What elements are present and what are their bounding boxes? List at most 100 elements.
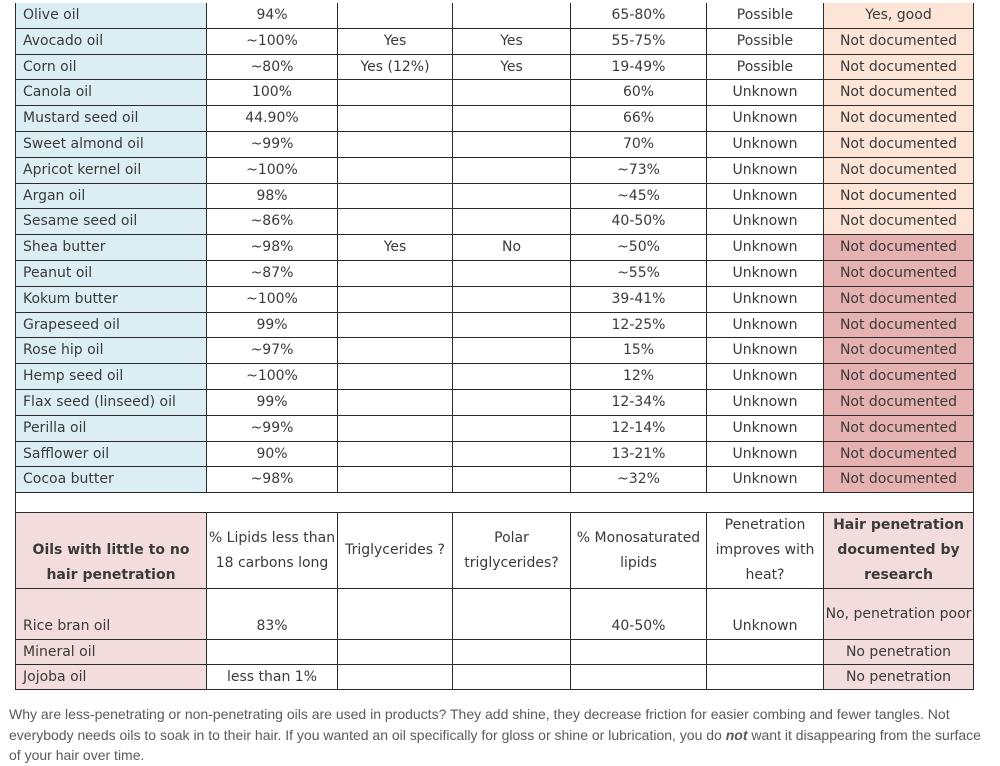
table-row: Sweet almond oil ~99% 70% Unknown Not docume…	[15, 130, 974, 158]
explanatory-note: Why are less-penetrating or non-penetrat…	[9, 704, 984, 766]
triglycerides-cell	[337, 664, 453, 691]
documented-cell: No penetration	[823, 664, 974, 691]
heat-cell: Unknown	[706, 388, 824, 416]
lipids-cell: 94%	[206, 3, 338, 29]
oil-name-cell: Corn oil	[15, 53, 207, 81]
heat-cell: Unknown	[706, 337, 824, 365]
oil-name-cell: Kokum butter	[15, 285, 207, 313]
monosaturated-cell: 40-50%	[570, 588, 707, 641]
table-row: Apricot kernel oil ~100% ~73% Unknown Not do…	[15, 156, 974, 184]
table-row: Shea butter ~98% Yes No ~50% Unknown Not docum…	[15, 234, 974, 261]
table-row: Grapeseed oil 99% 12-25% Unknown Not documen…	[15, 311, 974, 339]
oil-name-cell: Rice bran oil	[15, 588, 207, 641]
spacer-cell	[15, 492, 974, 514]
documented-cell: Not documented	[823, 311, 974, 339]
documented-cell: Not documented	[823, 337, 974, 365]
polar-cell	[452, 130, 571, 158]
heat-cell: Unknown	[706, 440, 824, 468]
documented-cell: Not documented	[823, 414, 974, 442]
triglycerides-cell	[337, 182, 453, 210]
monosaturated-cell: 12-25%	[570, 311, 707, 339]
triglycerides-cell: Yes	[337, 234, 453, 261]
oil-name-cell: Perilla oil	[15, 414, 207, 442]
polar-cell	[452, 588, 571, 641]
polar-cell	[452, 664, 571, 691]
low-penetration-header-row: Oils with little to no hair penetration …	[15, 512, 974, 590]
oil-name-cell: Apricot kernel oil	[15, 156, 207, 184]
table-row: Safflower oil 90% 13-21% Unknown Not documen…	[15, 440, 974, 468]
oil-comparison-table-region: Olive oil 94% 65-80% Possible Yes, good Avoca…	[15, 3, 974, 691]
lipids-cell: ~100%	[206, 156, 338, 184]
polar-cell: Yes	[452, 27, 571, 55]
triglycerides-cell	[337, 337, 453, 365]
triglycerides-cell	[337, 3, 453, 29]
triglycerides-cell	[337, 388, 453, 416]
monosaturated-cell: ~45%	[570, 182, 707, 210]
triglycerides-cell	[337, 588, 453, 641]
table-row: Mustard seed oil 44.90% 66% Unknown Not docu…	[15, 105, 974, 132]
triglycerides-cell	[337, 440, 453, 468]
polar-cell	[452, 363, 571, 390]
lipids-cell: ~80%	[206, 53, 338, 81]
polar-cell	[452, 79, 571, 107]
lipids-cell: ~98%	[206, 234, 338, 261]
polar-cell	[452, 156, 571, 184]
oil-name-cell: Cocoa butter	[15, 466, 207, 494]
lipids-cell: 44.90%	[206, 105, 338, 132]
lipids-cell: ~86%	[206, 208, 338, 236]
lipids-cell: less than 1%	[206, 664, 338, 691]
table-row: Jojoba oil less than 1% No penetration	[15, 664, 974, 691]
documented-cell: Not documented	[823, 53, 974, 81]
triglycerides-cell	[337, 259, 453, 287]
heat-cell: Unknown	[706, 588, 824, 641]
oil-name-cell: Hemp seed oil	[15, 363, 207, 390]
header-monosaturated: % Monosaturated lipids	[570, 512, 707, 590]
monosaturated-cell: 70%	[570, 130, 707, 158]
table-row: Olive oil 94% 65-80% Possible Yes, good	[15, 3, 974, 29]
heat-cell: Unknown	[706, 311, 824, 339]
lipids-cell: ~99%	[206, 130, 338, 158]
documented-cell: Not documented	[823, 156, 974, 184]
triglycerides-cell	[337, 79, 453, 107]
oil-name-cell: Shea butter	[15, 234, 207, 261]
lipids-cell: ~100%	[206, 285, 338, 313]
triglycerides-cell	[337, 285, 453, 313]
documented-cell: Not documented	[823, 466, 974, 494]
polar-cell	[452, 105, 571, 132]
monosaturated-cell: ~73%	[570, 156, 707, 184]
oil-penetration-table: Olive oil 94% 65-80% Possible Yes, good Avoca…	[15, 3, 974, 691]
heat-cell: Unknown	[706, 414, 824, 442]
oil-name-cell: Avocado oil	[15, 27, 207, 55]
monosaturated-cell: ~32%	[570, 466, 707, 494]
header-oil-name: Oils with little to no hair penetration	[15, 512, 207, 590]
penetrating-oils-rows: Olive oil 94% 65-80% Possible Yes, good Avoca…	[15, 3, 974, 494]
oil-name-cell: Safflower oil	[15, 440, 207, 468]
monosaturated-cell: 39-41%	[570, 285, 707, 313]
heat-cell: Unknown	[706, 79, 824, 107]
monosaturated-cell: 40-50%	[570, 208, 707, 236]
triglycerides-cell	[337, 466, 453, 494]
oil-name-cell: Argan oil	[15, 182, 207, 210]
oil-name-cell: Flax seed (linseed) oil	[15, 388, 207, 416]
table-row: Sesame seed oil ~86% 40-50% Unknown Not docu…	[15, 208, 974, 236]
polar-cell: No	[452, 234, 571, 261]
triglycerides-cell	[337, 130, 453, 158]
triglycerides-cell	[337, 363, 453, 390]
oil-name-cell: Sesame seed oil	[15, 208, 207, 236]
polar-cell	[452, 337, 571, 365]
polar-cell	[452, 388, 571, 416]
polar-cell: Yes	[452, 53, 571, 81]
lipids-cell: ~87%	[206, 259, 338, 287]
documented-cell: Not documented	[823, 440, 974, 468]
header-documented: Hair penetration documented by research	[823, 512, 974, 590]
monosaturated-cell: 12-34%	[570, 388, 707, 416]
oil-name-cell: Peanut oil	[15, 259, 207, 287]
monosaturated-cell: 15%	[570, 337, 707, 365]
note-text-part1: Why are less-penetrating or non-penetrat…	[9, 706, 950, 743]
documented-cell: Not documented	[823, 363, 974, 390]
documented-cell: Not documented	[823, 285, 974, 313]
documented-cell: Not documented	[823, 259, 974, 287]
heat-cell: Unknown	[706, 285, 824, 313]
heat-cell: Unknown	[706, 363, 824, 390]
polar-cell	[452, 3, 571, 29]
